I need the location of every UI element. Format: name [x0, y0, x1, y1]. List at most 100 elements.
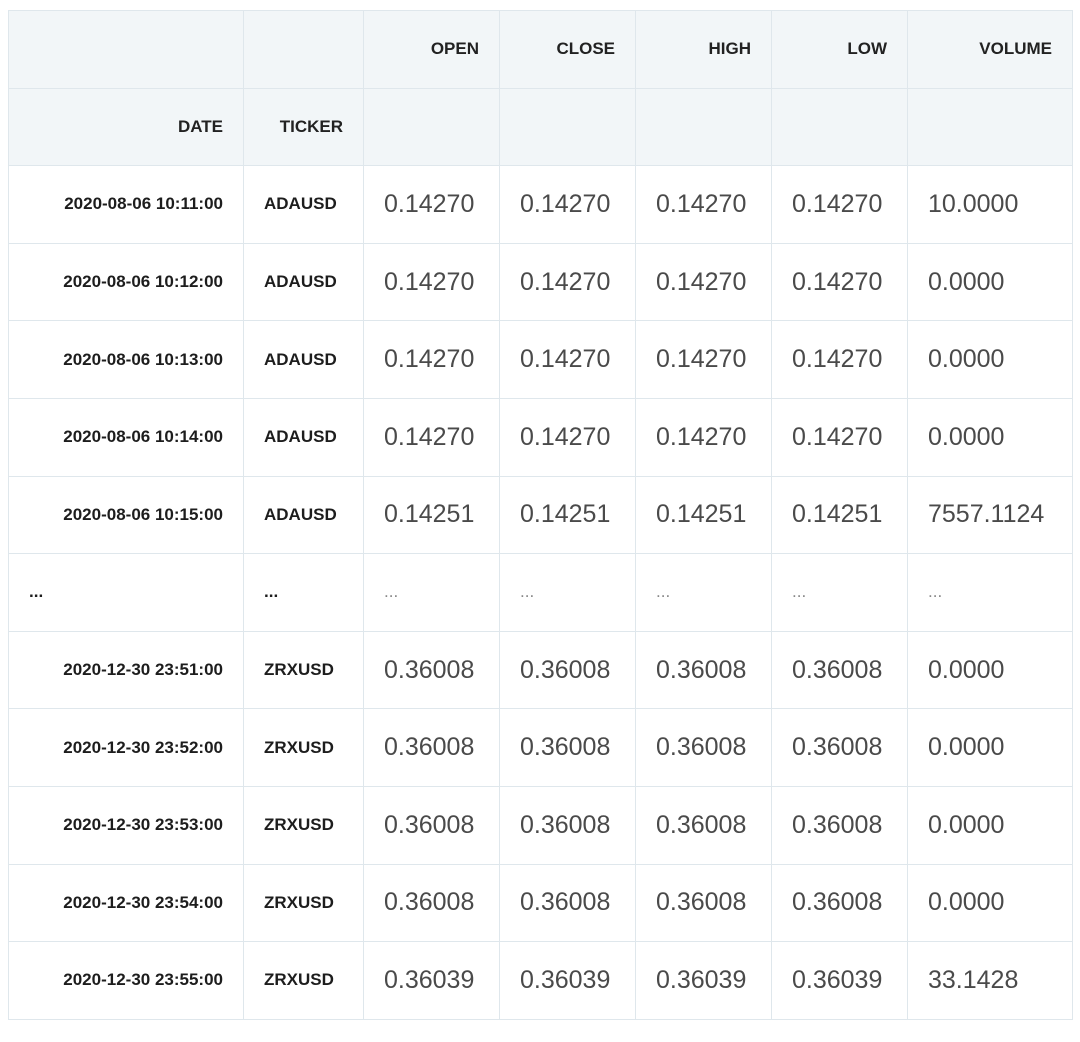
value-cell: ... [499, 553, 636, 632]
index-header-row: DATE TICKER [8, 87, 1073, 167]
date-cell: 2020-12-30 23:54:00 [8, 863, 244, 943]
value-cell: 0.36008 [771, 863, 908, 943]
date-cell: ... [8, 553, 244, 632]
ticker-cell: ADAUSD [243, 165, 364, 244]
date-cell: 2020-08-06 10:13:00 [8, 320, 244, 399]
header-cell [771, 87, 908, 167]
date-cell: 2020-08-06 10:11:00 [8, 165, 244, 244]
index-name: TICKER [243, 87, 364, 167]
value-cell: 0.36008 [499, 785, 636, 865]
ticker-cell: ZRXUSD [243, 708, 364, 787]
value-cell: 0.0000 [907, 785, 1073, 865]
header-cell [499, 87, 636, 167]
table-row: 2020-08-06 10:13:00 ADAUSD 0.14270 0.14270 0… [8, 320, 1073, 399]
value-cell: 0.14251 [771, 475, 908, 555]
date-cell: 2020-12-30 23:55:00 [8, 941, 244, 1020]
value-cell: 0.36008 [771, 630, 908, 710]
table-row: 2020-12-30 23:51:00 ZRXUSD 0.36008 0.36008 0… [8, 630, 1073, 710]
ticker-cell: ZRXUSD [243, 630, 364, 710]
column-header: CLOSE [499, 10, 636, 89]
value-cell: 0.0000 [907, 708, 1073, 787]
value-cell: 0.14270 [363, 397, 500, 477]
value-cell: ... [771, 553, 908, 632]
table-row: 2020-08-06 10:12:00 ADAUSD 0.14270 0.14270 0… [8, 242, 1073, 322]
value-cell: 7557.1124 [907, 475, 1073, 555]
table-row: 2020-08-06 10:15:00 ADAUSD 0.14251 0.14251 0… [8, 475, 1073, 555]
value-cell: ... [363, 553, 500, 632]
table-row: 2020-12-30 23:54:00 ZRXUSD 0.36008 0.36008 0… [8, 863, 1073, 943]
header-cell [907, 87, 1073, 167]
data-table: OPEN CLOSE HIGH LOW VOLUME DATE TICKER 2020-08… [8, 10, 1073, 1020]
value-cell: 0.14270 [635, 320, 772, 399]
value-cell: 0.0000 [907, 863, 1073, 943]
column-header: LOW [771, 10, 908, 89]
value-cell: 0.36008 [635, 630, 772, 710]
header-cell [363, 87, 500, 167]
table-body: 2020-08-06 10:11:00 ADAUSD 0.14270 0.14270 0… [8, 165, 1073, 1020]
value-cell: 0.14270 [771, 397, 908, 477]
ticker-cell: ADAUSD [243, 397, 364, 477]
table-head: OPEN CLOSE HIGH LOW VOLUME DATE TICKER [8, 10, 1073, 167]
value-cell: 0.14270 [363, 242, 500, 322]
date-cell: 2020-12-30 23:52:00 [8, 708, 244, 787]
header-cell [243, 10, 364, 89]
date-cell: 2020-08-06 10:12:00 [8, 242, 244, 322]
value-cell: 0.36008 [363, 863, 500, 943]
ticker-cell: ADAUSD [243, 242, 364, 322]
value-cell: 10.0000 [907, 165, 1073, 244]
value-cell: 0.14270 [635, 397, 772, 477]
date-cell: 2020-12-30 23:51:00 [8, 630, 244, 710]
value-cell: 0.14270 [635, 165, 772, 244]
value-cell: 0.14270 [499, 320, 636, 399]
value-cell: 0.0000 [907, 630, 1073, 710]
column-header: OPEN [363, 10, 500, 89]
value-cell: 0.0000 [907, 242, 1073, 322]
date-cell: 2020-08-06 10:15:00 [8, 475, 244, 555]
table-row: 2020-12-30 23:52:00 ZRXUSD 0.36008 0.36008 0… [8, 708, 1073, 787]
header-cell [8, 10, 244, 89]
date-cell: 2020-12-30 23:53:00 [8, 785, 244, 865]
value-cell: ... [907, 553, 1073, 632]
value-cell: 0.14270 [499, 397, 636, 477]
value-cell: 0.14270 [771, 320, 908, 399]
value-cell: 0.14270 [499, 242, 636, 322]
table-row: 2020-12-30 23:55:00 ZRXUSD 0.36039 0.36039 0… [8, 941, 1073, 1020]
table-row: 2020-12-30 23:53:00 ZRXUSD 0.36008 0.36008 0… [8, 785, 1073, 865]
value-cell: 0.36039 [363, 941, 500, 1020]
value-cell: 0.14251 [499, 475, 636, 555]
value-cell: 0.14251 [635, 475, 772, 555]
value-cell: 33.1428 [907, 941, 1073, 1020]
ticker-cell: ... [243, 553, 364, 632]
value-cell: 0.14270 [363, 320, 500, 399]
value-cell: 0.36008 [771, 708, 908, 787]
value-cell: 0.0000 [907, 397, 1073, 477]
value-cell: 0.14270 [363, 165, 500, 244]
value-cell: 0.14270 [771, 242, 908, 322]
value-cell: 0.36008 [499, 708, 636, 787]
value-cell: 0.36008 [363, 785, 500, 865]
value-cell: 0.36008 [635, 863, 772, 943]
ticker-cell: ADAUSD [243, 320, 364, 399]
header-cell [635, 87, 772, 167]
ticker-cell: ADAUSD [243, 475, 364, 555]
value-cell: 0.36008 [499, 630, 636, 710]
ticker-cell: ZRXUSD [243, 863, 364, 943]
column-header: HIGH [635, 10, 772, 89]
value-cell: 0.14251 [363, 475, 500, 555]
value-cell: 0.36008 [635, 708, 772, 787]
value-cell: 0.36008 [771, 785, 908, 865]
value-cell: ... [635, 553, 772, 632]
value-cell: 0.14270 [771, 165, 908, 244]
value-cell: 0.0000 [907, 320, 1073, 399]
index-name: DATE [8, 87, 244, 167]
column-header: VOLUME [907, 10, 1073, 89]
value-cell: 0.36039 [771, 941, 908, 1020]
ticker-cell: ZRXUSD [243, 785, 364, 865]
table-row: 2020-08-06 10:11:00 ADAUSD 0.14270 0.14270 0… [8, 165, 1073, 244]
value-cell: 0.36008 [363, 708, 500, 787]
value-cell: 0.14270 [499, 165, 636, 244]
value-cell: 0.36039 [635, 941, 772, 1020]
value-cell: 0.14270 [635, 242, 772, 322]
table-row: 2020-08-06 10:14:00 ADAUSD 0.14270 0.14270 0… [8, 397, 1073, 477]
